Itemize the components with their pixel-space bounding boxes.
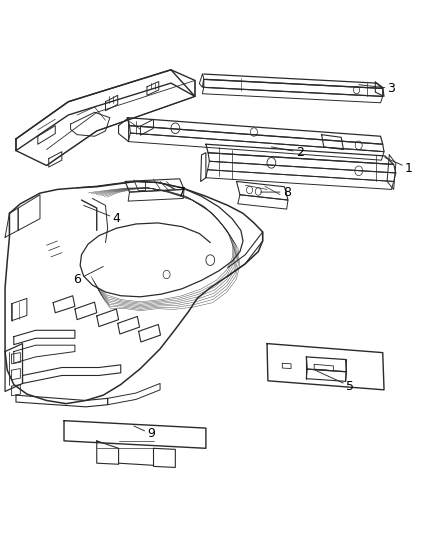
Text: 9: 9 [134, 426, 155, 440]
Text: 1: 1 [385, 158, 413, 175]
Text: 3: 3 [359, 82, 396, 95]
Text: 7: 7 [164, 184, 186, 199]
Text: 2: 2 [272, 146, 304, 159]
Text: 8: 8 [261, 185, 291, 199]
Text: 6: 6 [73, 266, 103, 286]
Text: 4: 4 [84, 205, 120, 225]
Text: 5: 5 [315, 370, 354, 393]
